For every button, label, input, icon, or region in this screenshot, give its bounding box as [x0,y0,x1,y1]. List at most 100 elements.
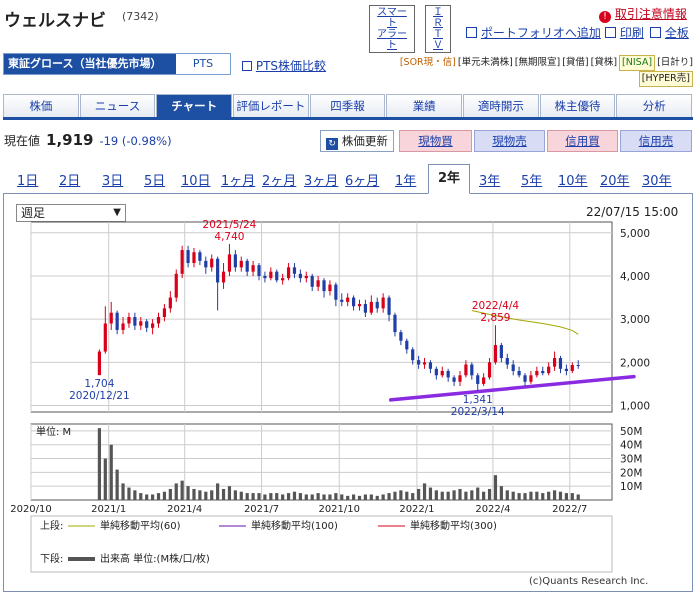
volume-bar [487,488,492,500]
candle-body [103,323,107,352]
candle-body [529,375,533,382]
badge-hyper: [HYPER売] [638,71,693,87]
print-link-label[interactable]: 印刷 [619,26,644,40]
period-1y[interactable]: 1年 [395,174,417,189]
volume-tick-label: 10M [620,481,642,493]
badge-odd-lot: [単元未満株] [457,57,513,68]
volume-bar [204,491,208,500]
print-link[interactable]: 印刷 [605,24,644,41]
volume-bar [239,491,243,500]
volume-bar [570,493,574,500]
volume-bar [156,493,161,500]
period-3y[interactable]: 3年 [479,174,501,189]
pts-button[interactable]: PTS [192,57,214,70]
tab-chart[interactable]: チャート [156,94,233,117]
x-tick-label: 2021/10 [318,504,360,515]
candle-body [115,312,119,330]
volume-bar [322,494,326,500]
x-tick-label: 2021/7 [244,504,279,515]
volume-bar [180,480,184,500]
caution-link[interactable]: ! 取引注意情報 [599,5,687,23]
trendline [388,374,636,402]
portfolio-link-label[interactable]: ポートフォリオへ追加 [480,26,601,40]
volume-tick-label: 30M [620,454,642,466]
annotations: 2020/12/211,704 2021/5/244,740 2022/3/141,… [69,219,519,418]
period-2m[interactable]: 2ヶ月 [262,174,297,189]
tab-rating-report[interactable]: 評価レポート [233,94,309,117]
tab-news[interactable]: ニュース [79,94,156,117]
pts-compare-link[interactable]: PTS株価比較 [242,57,326,74]
period-20y[interactable]: 20年 [600,174,630,189]
window-icon [242,61,252,71]
period-2d[interactable]: 2日 [59,174,81,189]
candle-body [192,252,196,264]
tab-analysis[interactable]: 分析 [616,94,693,117]
x-tick-label: 2020/10 [10,504,52,515]
tab-shikiho[interactable]: 四季報 [309,94,386,117]
period-3m[interactable]: 3ヶ月 [304,174,339,189]
chart-interval-value: 週足 [21,206,46,220]
candle-body [411,349,415,361]
annotation-value: 1,704 [84,378,114,390]
volume-bar [476,487,480,500]
legend-upper-label: 上段: [40,519,63,532]
candle-body [233,254,237,268]
period-2y[interactable]: 2年 [428,164,470,194]
full-board-link-label[interactable]: 全板 [664,26,689,40]
candle-body [180,250,184,274]
period-10y[interactable]: 10年 [558,174,588,189]
volume-tick-label: 40M [620,440,642,452]
volume-bar [127,487,131,500]
period-30y[interactable]: 30年 [642,174,672,189]
ir-tv-button[interactable]: ＩＲ ＴＶ [425,5,451,53]
market-label[interactable]: 東証グロース（当社優先市場） [4,54,176,74]
price-update-button[interactable]: ↻ 株価更新 [320,130,394,152]
period-1d[interactable]: 1日 [17,174,39,189]
candle-body [216,258,220,283]
annotation-date: 2022/4/4 [472,300,519,312]
volume-bar [192,488,196,500]
candle-body [145,321,149,328]
smart-alert-button[interactable]: スマート アラート [369,5,415,53]
tab-price[interactable]: 株価 [3,94,79,117]
volume-bar [281,494,285,500]
portfolio-link[interactable]: ポートフォリオへ追加 [466,24,601,41]
volume-bar [375,495,379,500]
pts-compare-label[interactable]: PTS株価比較 [255,59,327,73]
volume-tick-label: 50M [620,426,642,438]
cash-sell-button[interactable]: 現物売 [474,130,545,152]
volume-bar [505,490,509,500]
price-value: 1,919 [46,131,94,149]
period-5d[interactable]: 5日 [144,174,166,189]
period-1m[interactable]: 1ヶ月 [221,174,256,189]
legend-ma100: 単純移動平均(100) [251,519,338,532]
volume-bar [346,495,350,500]
cash-buy-button[interactable]: 現物買 [399,130,472,152]
candle-body [263,275,267,279]
tab-earnings[interactable]: 業績 [386,94,463,117]
volume-bar [381,494,385,500]
full-board-link[interactable]: 全板 [650,24,689,41]
period-10d[interactable]: 10日 [181,174,211,189]
candle-body [458,375,462,382]
candle-body [470,364,474,376]
period-3d[interactable]: 3日 [102,174,124,189]
candle-body [298,273,302,279]
margin-sell-button[interactable]: 信用売 [620,130,692,152]
smart-alert-line1: スマート [377,7,407,29]
tab-benefits[interactable]: 株主優待 [539,94,616,117]
candle-body [304,275,308,279]
period-6m[interactable]: 6ヶ月 [345,174,380,189]
volume-bar [298,493,302,500]
margin-buy-button[interactable]: 信用買 [547,130,618,152]
tab-disclosure[interactable]: 適時開示 [463,94,539,117]
volume-tick-label: 20M [620,467,642,479]
period-5y[interactable]: 5年 [521,174,543,189]
candle-body [322,280,326,292]
chart-interval-select[interactable]: 週足 ▼ [16,204,126,222]
caution-link-label[interactable]: 取引注意情報 [614,7,687,21]
candle-body [499,345,503,359]
legend-box [30,515,613,573]
